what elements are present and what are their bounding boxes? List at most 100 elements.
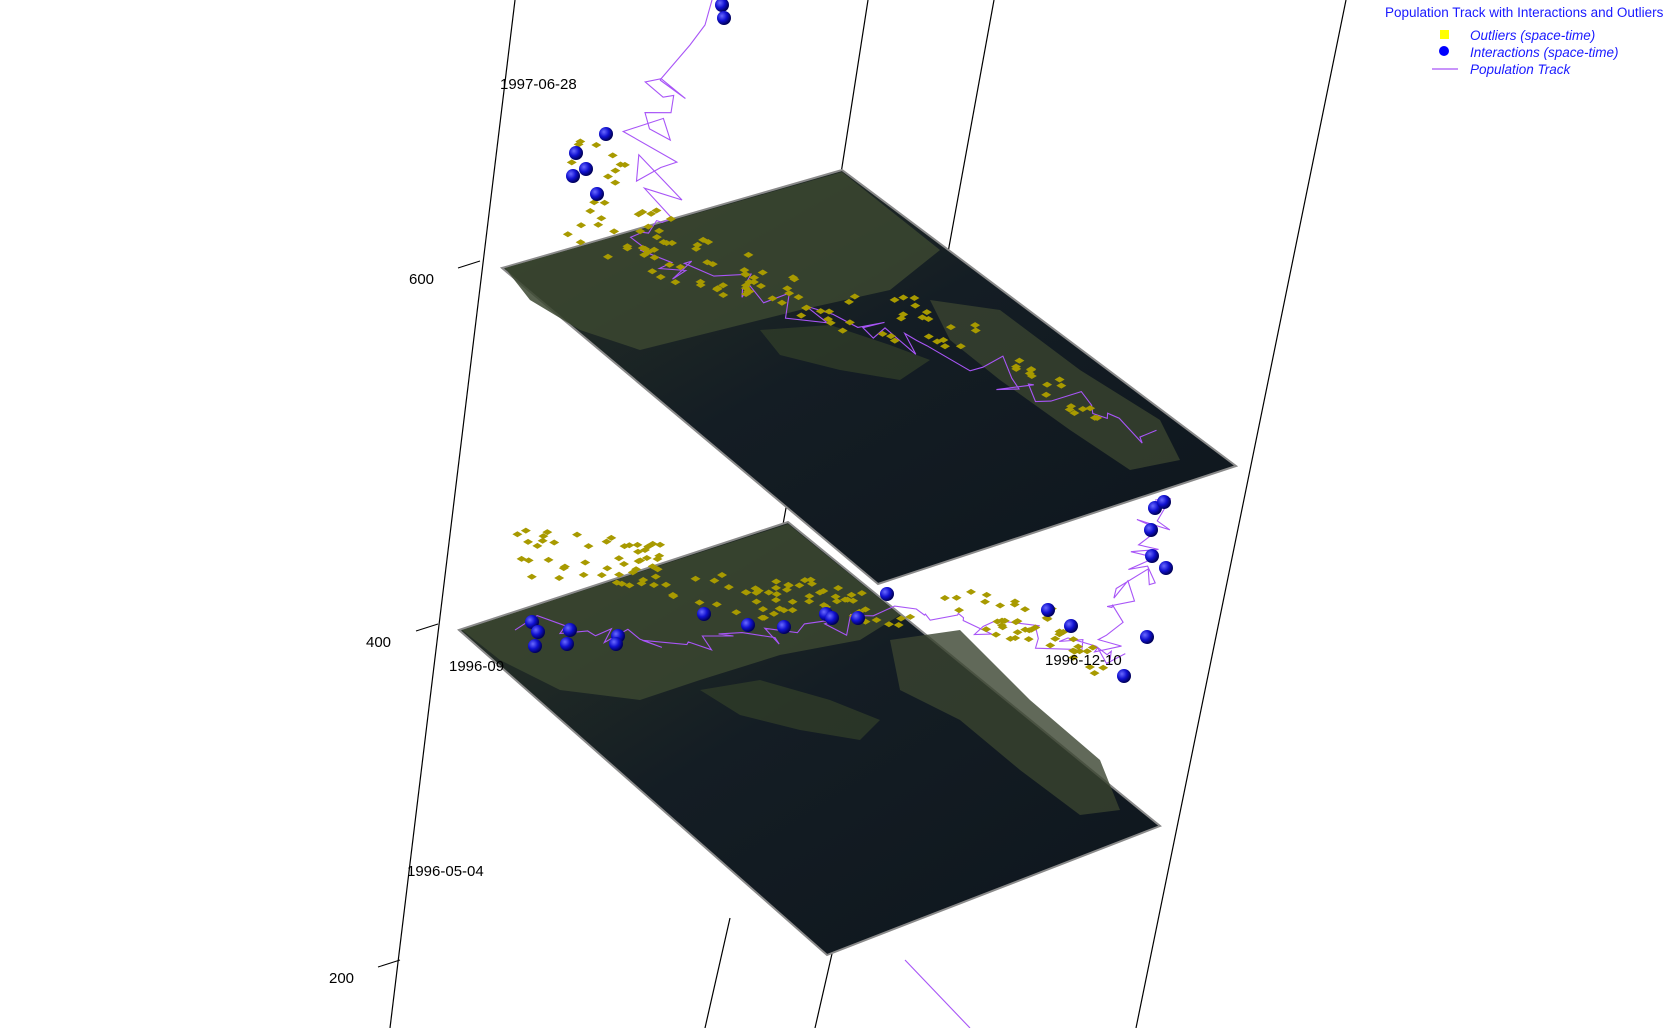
outlier-marker xyxy=(523,538,534,545)
outlier-marker xyxy=(751,598,762,605)
outlier-marker xyxy=(1092,414,1103,421)
outlier-marker xyxy=(1042,381,1053,388)
outlier-marker xyxy=(883,621,894,628)
outlier-marker xyxy=(889,296,900,303)
outlier-marker xyxy=(763,589,774,596)
outlier-marker xyxy=(636,580,647,587)
outlier-marker xyxy=(787,607,798,614)
outlier-marker xyxy=(1068,654,1079,661)
outlier-marker xyxy=(575,239,586,246)
outlier-marker xyxy=(951,594,962,601)
legend: Population Track with Interactions and O… xyxy=(1385,5,1664,77)
outlier-marker xyxy=(740,589,751,596)
outlier-marker xyxy=(660,581,671,588)
outlier-marker xyxy=(739,267,750,274)
outlier-marker xyxy=(970,327,981,334)
outlier-marker xyxy=(1098,664,1109,671)
outlier-marker xyxy=(1068,636,1079,643)
outlier-marker xyxy=(846,591,857,598)
outlier-marker xyxy=(691,245,702,252)
outlier-marker xyxy=(667,240,678,247)
outlier-marker xyxy=(794,582,805,589)
outlier-marker xyxy=(1041,391,1052,398)
outlier-marker xyxy=(743,251,754,258)
outlier-marker xyxy=(585,207,596,214)
date-labels: 1997-06-28 1996-09 1996-12-10 1996-05-04 xyxy=(407,76,1122,880)
outlier-marker xyxy=(583,543,594,550)
outlier-marker xyxy=(647,268,658,275)
outlier-marker xyxy=(655,273,666,280)
outlier-marker xyxy=(833,585,844,592)
outlier-marker xyxy=(698,236,709,243)
outlier-marker xyxy=(1011,363,1022,370)
z-tick-400 xyxy=(415,623,439,632)
outlier-marker xyxy=(647,563,658,570)
outlier-marker xyxy=(599,199,610,206)
outlier-marker xyxy=(740,271,751,278)
outlier-marker xyxy=(970,322,981,329)
outlier-marker xyxy=(723,584,734,591)
population-track-segment xyxy=(639,249,1157,444)
population-track-segment xyxy=(659,0,713,81)
interaction-marker xyxy=(741,618,755,632)
outlier-marker xyxy=(632,541,643,548)
map-plane-lower-land-south xyxy=(890,630,1120,815)
outlier-marker xyxy=(654,227,665,234)
outlier-marker xyxy=(741,290,752,297)
outlier-marker xyxy=(512,531,523,538)
outlier-marker xyxy=(1069,409,1080,416)
outlier-marker xyxy=(896,315,907,322)
outlier-marker xyxy=(639,251,650,258)
outlier-marker xyxy=(981,591,992,598)
outlier-marker xyxy=(1056,382,1067,389)
z-tick-label-400: 400 xyxy=(366,634,391,651)
date-label-1996-12-10: 1996-12-10 xyxy=(1045,652,1122,669)
outlier-marker xyxy=(619,543,630,550)
z-tick-600 xyxy=(457,260,481,269)
outlier-marker xyxy=(830,593,841,600)
interaction-marker xyxy=(715,0,729,12)
outlier-marker xyxy=(784,290,795,297)
outlier-marker xyxy=(856,590,867,597)
outlier-marker xyxy=(668,593,679,600)
legend-outlier-swatch xyxy=(1440,30,1449,39)
outlier-marker xyxy=(643,223,654,230)
outlier-marker xyxy=(622,243,633,250)
outlier-marker xyxy=(758,606,769,613)
interaction-marker xyxy=(1041,603,1055,617)
outlier-marker xyxy=(755,283,766,290)
z-tick-label-600: 600 xyxy=(409,271,434,288)
outlier-marker xyxy=(757,614,768,621)
outlier-marker xyxy=(877,330,888,337)
outlier-marker xyxy=(526,573,537,580)
outlier-marker xyxy=(945,324,956,331)
outlier-marker xyxy=(1042,615,1053,622)
outlier-marker xyxy=(692,241,703,248)
outlier-marker xyxy=(712,286,723,293)
population-track-segment xyxy=(1093,498,1172,665)
outlier-marker xyxy=(1087,644,1098,651)
outlier-marker xyxy=(749,274,760,281)
outlier-marker xyxy=(607,152,618,159)
interaction-marker xyxy=(717,11,731,25)
outlier-marker xyxy=(910,302,921,309)
outlier-marker xyxy=(573,141,584,148)
outlier-marker xyxy=(871,616,882,623)
outlier-marker xyxy=(1054,376,1065,383)
outlier-marker xyxy=(824,308,835,315)
outlier-marker xyxy=(543,556,554,563)
outlier-marker xyxy=(1084,664,1095,671)
population-track-segment xyxy=(621,78,686,254)
outlier-marker xyxy=(648,581,659,588)
date-label-1997-06-28: 1997-06-28 xyxy=(500,76,577,93)
outlier-marker xyxy=(523,557,534,564)
interaction-marker xyxy=(851,611,865,625)
outlier-marker xyxy=(707,261,718,268)
outlier-marker xyxy=(695,282,706,289)
outlier-marker xyxy=(609,228,620,235)
outlier-marker xyxy=(641,554,652,561)
interaction-marker xyxy=(777,620,791,634)
interaction-marker xyxy=(579,162,593,176)
outlier-marker xyxy=(781,586,792,593)
map-plane-upper xyxy=(499,168,1239,586)
